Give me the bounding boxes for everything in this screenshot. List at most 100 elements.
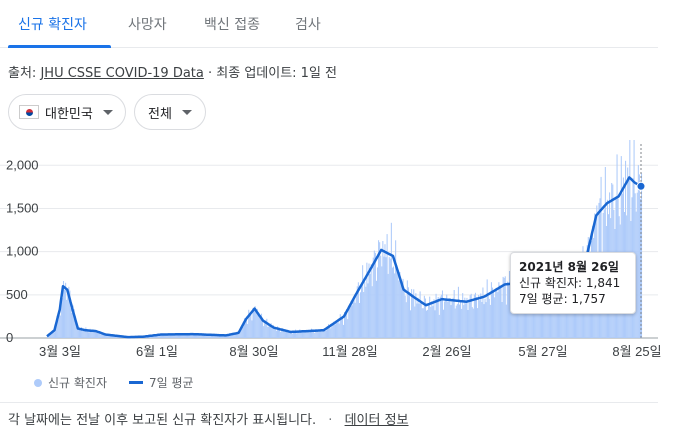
daily-bar xyxy=(108,335,110,338)
daily-bar xyxy=(193,334,195,338)
daily-bar xyxy=(161,335,164,338)
daily-bar xyxy=(490,282,492,338)
daily-bar xyxy=(65,282,67,338)
daily-bar xyxy=(483,304,485,338)
daily-bar xyxy=(544,290,546,338)
daily-bar xyxy=(428,304,430,338)
daily-bar xyxy=(166,334,168,338)
daily-bar xyxy=(451,301,453,338)
daily-bar xyxy=(429,296,431,338)
tab-deaths[interactable]: 사망자 xyxy=(128,17,167,33)
daily-bar xyxy=(177,334,179,338)
daily-bar xyxy=(173,334,175,338)
daily-bar xyxy=(197,334,199,338)
daily-bar xyxy=(340,318,342,338)
daily-bar xyxy=(78,327,80,338)
active-tab-indicator xyxy=(8,45,111,48)
daily-bar xyxy=(424,298,426,338)
daily-bar xyxy=(638,174,640,338)
daily-bar xyxy=(252,307,254,338)
daily-bar xyxy=(497,292,499,338)
x-tick-label: 11월 28일 xyxy=(322,344,378,359)
daily-bar xyxy=(169,333,171,338)
daily-bar xyxy=(240,329,242,338)
daily-bar xyxy=(217,335,219,338)
region-filter-chip[interactable]: 대한민국 xyxy=(8,94,126,130)
daily-bar xyxy=(206,334,208,338)
x-tick-label: 3월 3일 xyxy=(39,344,81,359)
daily-bar xyxy=(243,318,245,338)
scope-label: 전체 xyxy=(148,106,172,122)
daily-bar xyxy=(366,262,368,338)
daily-bar xyxy=(412,294,414,338)
daily-bar xyxy=(66,299,68,338)
x-tick-label: 6월 1일 xyxy=(136,344,178,359)
daily-bar xyxy=(447,301,449,338)
daily-bar xyxy=(469,295,471,338)
daily-bar xyxy=(502,276,504,338)
daily-bar xyxy=(355,295,357,338)
daily-bar xyxy=(455,305,457,338)
daily-bar xyxy=(324,330,326,338)
daily-bar xyxy=(61,298,63,338)
daily-bar xyxy=(641,173,643,338)
daily-bar xyxy=(518,294,520,338)
daily-bar xyxy=(351,305,353,338)
y-tick-label: 1,000 xyxy=(6,244,39,259)
daily-bar xyxy=(488,298,490,338)
daily-bar xyxy=(255,312,257,338)
daily-bar xyxy=(102,332,104,338)
daily-bar xyxy=(187,334,189,338)
data-info-link[interactable]: 데이터 정보 xyxy=(344,413,409,428)
daily-bar xyxy=(100,334,102,338)
daily-bar xyxy=(411,289,413,338)
daily-bar xyxy=(556,302,558,338)
daily-bar xyxy=(402,278,404,338)
scope-filter-chip[interactable]: 전체 xyxy=(134,94,206,130)
daily-bar xyxy=(479,300,481,338)
daily-bar xyxy=(86,330,88,338)
daily-bar xyxy=(73,309,75,338)
daily-bar xyxy=(98,331,100,338)
daily-bar xyxy=(292,331,294,338)
daily-bar xyxy=(568,302,570,338)
daily-bar xyxy=(440,294,442,338)
daily-bar xyxy=(233,334,235,338)
daily-bar xyxy=(461,308,463,338)
y-axis-ticks: 2,000 1,500 1,000 500 0 xyxy=(6,157,39,345)
daily-bar xyxy=(406,280,408,338)
tab-vaccinations[interactable]: 백신 접종 xyxy=(204,17,260,33)
daily-bar xyxy=(362,265,364,338)
daily-bar xyxy=(407,287,409,338)
daily-bar xyxy=(359,292,362,338)
hover-point xyxy=(636,181,646,191)
daily-bar xyxy=(232,332,234,338)
source-line: 출처: JHU CSSE COVID-19 Data · 최종 업데이트: 1일… xyxy=(8,62,337,81)
daily-bar xyxy=(99,332,101,338)
daily-bar xyxy=(501,302,503,338)
daily-bar xyxy=(260,313,263,338)
daily-bar xyxy=(418,303,420,338)
source-link[interactable]: JHU CSSE COVID-19 Data xyxy=(40,66,204,81)
daily-bar xyxy=(329,325,331,338)
daily-bar xyxy=(547,291,549,338)
daily-bar xyxy=(348,307,350,338)
daily-bar xyxy=(284,331,286,338)
daily-bar xyxy=(432,306,434,338)
daily-bar xyxy=(164,334,166,338)
daily-bar xyxy=(311,328,313,338)
daily-bar xyxy=(247,324,249,338)
daily-bar xyxy=(216,335,218,338)
daily-bar xyxy=(172,334,174,338)
daily-bar xyxy=(87,331,89,338)
daily-bar xyxy=(245,321,247,338)
daily-bar xyxy=(276,326,278,338)
daily-bar xyxy=(319,329,321,338)
tab-tests[interactable]: 검사 xyxy=(295,17,321,33)
tab-new-cases[interactable]: 신규 확진자 xyxy=(18,17,87,33)
daily-bar xyxy=(57,319,59,338)
daily-bar xyxy=(288,330,290,338)
daily-bar xyxy=(384,244,386,338)
daily-bar xyxy=(507,282,509,338)
daily-bar xyxy=(474,292,476,338)
